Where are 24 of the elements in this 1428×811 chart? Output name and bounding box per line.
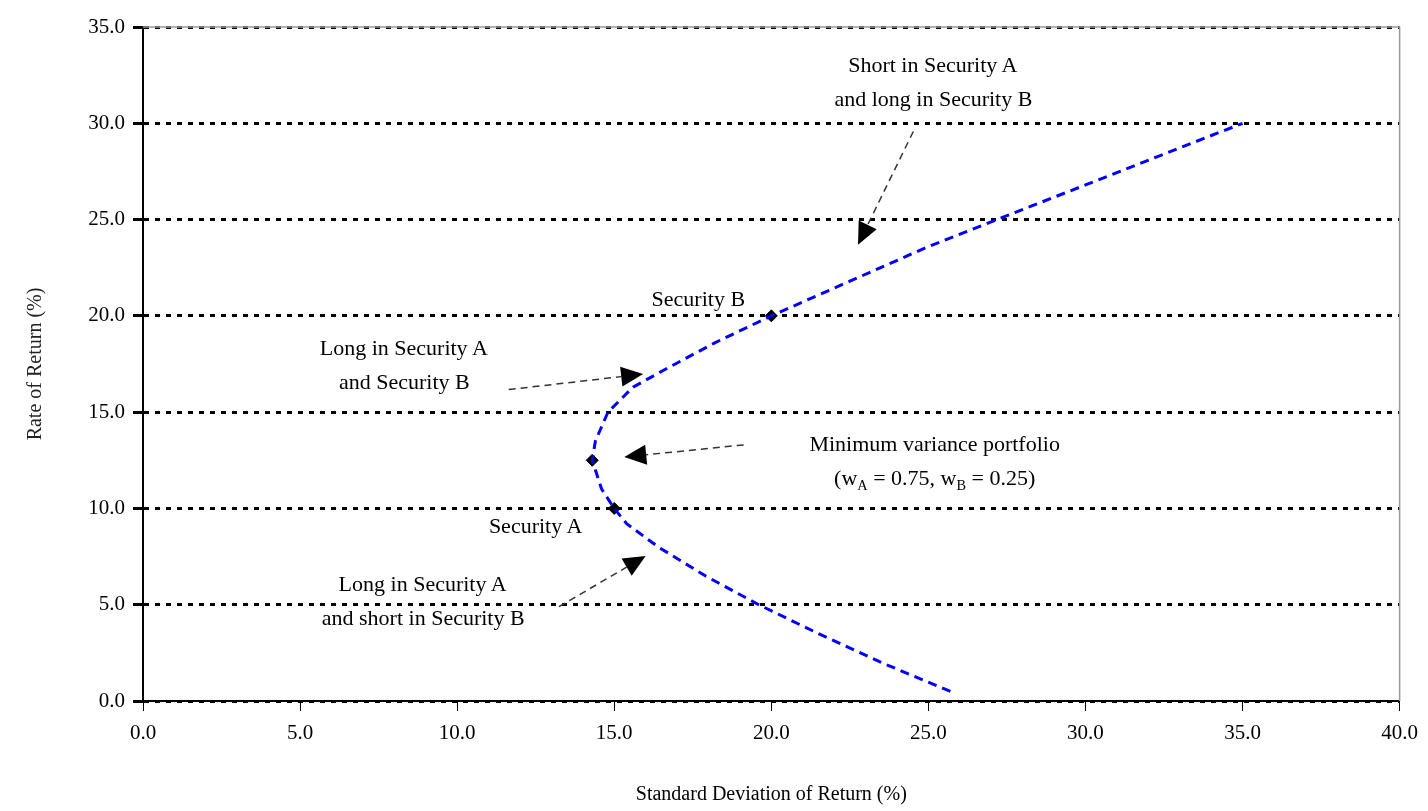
y-tick-label: 35.0 <box>88 13 125 38</box>
x-tick-label: 5.0 <box>286 720 314 745</box>
x-tick-label: 40.0 <box>1381 720 1418 745</box>
x-tick-label: 10.0 <box>438 720 476 745</box>
y-tick-label: 0.0 <box>98 687 125 712</box>
x-tick-label: 20.0 <box>752 720 790 745</box>
y-tick-label: 20.0 <box>88 302 125 327</box>
x-tick-label: 30.0 <box>1067 720 1104 745</box>
x-tick-label: 25.0 <box>910 720 947 745</box>
annotation: Long in Security A and Security B <box>319 334 488 394</box>
annotation: Short in Security A and long in Security B <box>834 51 1033 111</box>
y-tick-label: 10.0 <box>88 494 125 519</box>
y-tick-label: 30.0 <box>88 109 125 134</box>
x-tick-label: 35.0 <box>1224 720 1261 745</box>
y-axis-title: Rate of Return (%) <box>23 287 47 441</box>
x-tick-label: 0.0 <box>129 720 157 745</box>
annotation: Security B <box>651 285 746 311</box>
y-tick-label: 15.0 <box>88 398 125 423</box>
y-tick-label: 25.0 <box>88 206 125 231</box>
annotation: Long in Security A and short in Security B <box>321 571 525 631</box>
annotation: Security A <box>488 513 583 539</box>
x-tick-label: 15.0 <box>595 720 633 745</box>
y-tick-label: 5.0 <box>98 591 125 616</box>
x-axis-title: Standard Deviation of Return (%) <box>635 782 907 806</box>
